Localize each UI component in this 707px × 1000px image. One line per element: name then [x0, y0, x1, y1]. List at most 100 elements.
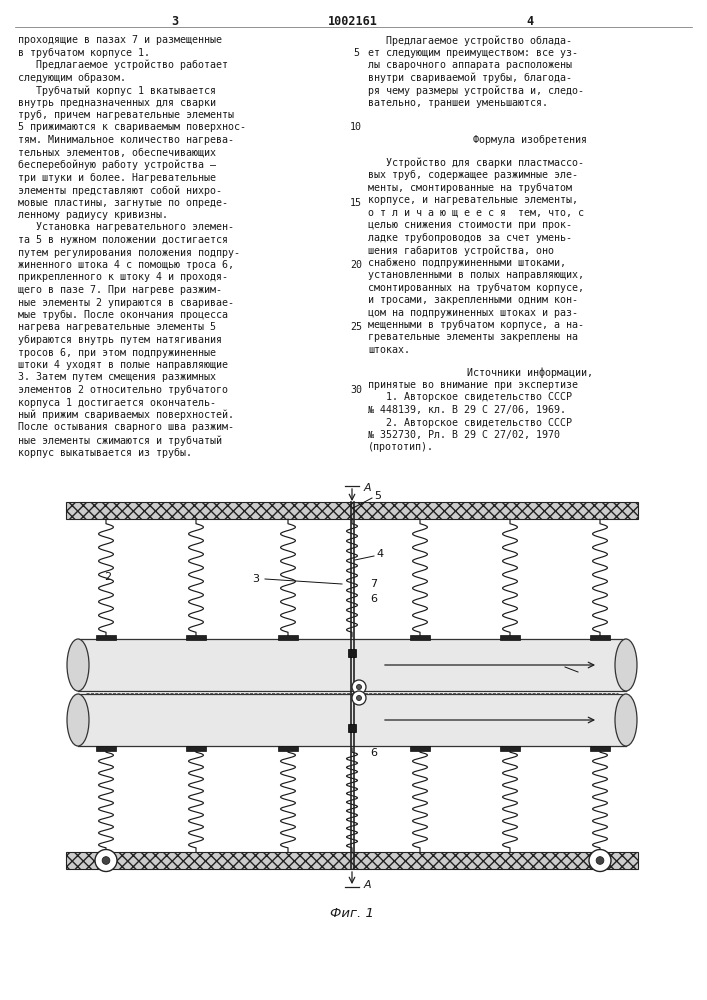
Text: 2: 2: [105, 572, 112, 582]
Text: внутри свариваемой трубы, благода-: внутри свариваемой трубы, благода-: [368, 73, 572, 83]
Bar: [96, 746, 116, 750]
Bar: [590, 635, 610, 640]
Text: A: A: [364, 880, 372, 890]
Text: 6: 6: [370, 594, 377, 604]
Text: мовые пластины, загнутые по опреде-: мовые пластины, загнутые по опреде-: [18, 198, 228, 208]
Text: тросов 6, при этом подпружиненные: тросов 6, при этом подпружиненные: [18, 348, 216, 358]
Text: смонтированных на трубчатом корпусе,: смонтированных на трубчатом корпусе,: [368, 282, 584, 293]
Text: тельных элементов, обеспечивающих: тельных элементов, обеспечивающих: [18, 147, 216, 157]
Text: 30: 30: [350, 385, 362, 395]
Ellipse shape: [615, 639, 637, 691]
Circle shape: [596, 857, 604, 864]
Text: следующим образом.: следующим образом.: [18, 73, 126, 83]
Bar: [500, 635, 520, 640]
Text: штоки 4 уходят в полые направляющие: штоки 4 уходят в полые направляющие: [18, 360, 228, 370]
Circle shape: [352, 680, 366, 694]
Text: прикрепленного к штоку 4 и проходя-: прикрепленного к штоку 4 и проходя-: [18, 272, 228, 282]
Text: менты, смонтированные на трубчатом: менты, смонтированные на трубчатом: [368, 182, 572, 193]
Text: принятые во внимание при экспертизе: принятые во внимание при экспертизе: [368, 380, 578, 390]
Text: та 5 в нужном положении достигается: та 5 в нужном положении достигается: [18, 235, 228, 245]
Text: лы сварочного аппарата расположены: лы сварочного аппарата расположены: [368, 60, 572, 70]
Circle shape: [102, 857, 110, 864]
Text: 4: 4: [527, 15, 534, 28]
Text: 15: 15: [350, 198, 362, 208]
Circle shape: [95, 850, 117, 871]
Text: 3. Затем путем смещения разжимных: 3. Затем путем смещения разжимных: [18, 372, 216, 382]
Bar: [590, 746, 610, 750]
Text: 25: 25: [350, 322, 362, 332]
Text: Источники информации,: Источники информации,: [467, 367, 593, 378]
Text: ные элементы 2 упираются в сваривае-: ные элементы 2 упираются в сваривае-: [18, 298, 234, 308]
Text: 6: 6: [370, 748, 377, 758]
Text: Предлагаемое устройство работает: Предлагаемое устройство работает: [18, 60, 228, 70]
Text: жиненного штока 4 с помощью троса 6,: жиненного штока 4 с помощью троса 6,: [18, 260, 234, 270]
Bar: [410, 746, 430, 750]
Text: 1002161: 1002161: [328, 15, 378, 28]
Text: Устройство для сварки пластмассо-: Устройство для сварки пластмассо-: [368, 157, 584, 168]
Text: 3: 3: [252, 574, 259, 584]
Text: тям. Минимальное количество нагрева-: тям. Минимальное количество нагрева-: [18, 135, 234, 145]
Bar: [278, 635, 298, 640]
Text: ный прижим свариваемых поверхностей.: ный прижим свариваемых поверхностей.: [18, 410, 234, 420]
Text: 5: 5: [353, 47, 359, 57]
Text: корпуса 1 достигается окончатель-: корпуса 1 достигается окончатель-: [18, 397, 216, 408]
Text: № 352730, Рл. В 29 С 27/02, 1970: № 352730, Рл. В 29 С 27/02, 1970: [368, 430, 560, 440]
Text: внутрь предназначенных для сварки: внутрь предназначенных для сварки: [18, 98, 216, 107]
Text: установленными в полых направляющих,: установленными в полых направляющих,: [368, 270, 584, 280]
Circle shape: [356, 696, 361, 700]
Text: штоках.: штоках.: [368, 345, 410, 355]
Text: ленному радиусу кривизны.: ленному радиусу кривизны.: [18, 210, 168, 220]
Text: (прототип).: (прототип).: [368, 442, 434, 452]
Bar: [96, 635, 116, 640]
Text: 5: 5: [374, 491, 381, 501]
Ellipse shape: [67, 639, 89, 691]
Text: проходящие в пазах 7 и размещенные: проходящие в пазах 7 и размещенные: [18, 35, 222, 45]
Text: 7: 7: [370, 579, 377, 589]
Text: 2. Авторское свидетельство СССР: 2. Авторское свидетельство СССР: [368, 418, 572, 428]
Text: о т л и ч а ю щ е е с я  тем, что, с: о т л и ч а ю щ е е с я тем, что, с: [368, 208, 584, 218]
Text: вательно, траншеи уменьшаются.: вательно, траншеи уменьшаются.: [368, 98, 548, 107]
Text: снабжено подпружиненными штоками,: снабжено подпружиненными штоками,: [368, 257, 566, 268]
Text: в трубчатом корпусе 1.: в трубчатом корпусе 1.: [18, 47, 150, 58]
Text: путем регулирования положения подпру-: путем регулирования положения подпру-: [18, 247, 240, 257]
Text: и тросами, закрепленными одним кон-: и тросами, закрепленными одним кон-: [368, 295, 578, 305]
Text: корпусе, и нагревательные элементы,: корпусе, и нагревательные элементы,: [368, 195, 578, 205]
Bar: [410, 635, 430, 640]
Text: Формула изобретения: Формула изобретения: [473, 135, 587, 145]
Text: вых труб, содержащее разжимные эле-: вых труб, содержащее разжимные эле-: [368, 170, 578, 180]
Text: 7: 7: [370, 733, 377, 743]
Bar: [278, 746, 298, 750]
Text: труб, причем нагревательные элементы: труб, причем нагревательные элементы: [18, 110, 234, 120]
Text: ные элементы сжимаются и трубчатый: ные элементы сжимаются и трубчатый: [18, 435, 222, 446]
Text: № 448139, кл. В 29 С 27/06, 1969.: № 448139, кл. В 29 С 27/06, 1969.: [368, 405, 566, 415]
Bar: [66, 852, 638, 869]
Text: целью снижения стоимости при прок-: целью снижения стоимости при прок-: [368, 220, 572, 230]
Text: 1. Авторское свидетельство СССР: 1. Авторское свидетельство СССР: [368, 392, 572, 402]
Text: 20: 20: [350, 260, 362, 270]
Ellipse shape: [615, 694, 637, 746]
Text: 3: 3: [171, 15, 179, 28]
Bar: [186, 635, 206, 640]
Bar: [348, 649, 356, 657]
Text: цом на подпружиненных штоках и раз-: цом на подпружиненных штоках и раз-: [368, 308, 578, 318]
Text: После остывания сварного шва разжим-: После остывания сварного шва разжим-: [18, 422, 234, 432]
Text: Предлагаемое устройство облада-: Предлагаемое устройство облада-: [368, 35, 572, 45]
Text: нагрева нагревательные элементы 5: нагрева нагревательные элементы 5: [18, 322, 216, 332]
Bar: [348, 724, 356, 732]
Circle shape: [589, 850, 611, 871]
Bar: [66, 502, 638, 519]
Circle shape: [356, 684, 361, 690]
Text: ладке трубопроводов за счет умень-: ладке трубопроводов за счет умень-: [368, 232, 572, 243]
Text: ет следующим преимуществом: все уз-: ет следующим преимуществом: все уз-: [368, 47, 578, 57]
Text: шения габаритов устройства, оно: шения габаритов устройства, оно: [368, 245, 554, 255]
Bar: [500, 746, 520, 750]
Text: три штуки и более. Нагревательные: три штуки и более. Нагревательные: [18, 172, 216, 183]
Ellipse shape: [67, 694, 89, 746]
Text: элементы представляют собой нихро-: элементы представляют собой нихро-: [18, 185, 222, 196]
Text: убираются внутрь путем натягивания: убираются внутрь путем натягивания: [18, 335, 222, 345]
Text: 5 прижимаются к свариваемым поверхнос-: 5 прижимаются к свариваемым поверхнос-: [18, 122, 246, 132]
Text: мещенными в трубчатом корпусе, а на-: мещенными в трубчатом корпусе, а на-: [368, 320, 584, 330]
Text: корпус выкатывается из трубы.: корпус выкатывается из трубы.: [18, 448, 192, 458]
Text: щего в пазе 7. При нагреве разжим-: щего в пазе 7. При нагреве разжим-: [18, 285, 222, 295]
Text: Трубчатый корпус 1 вкатывается: Трубчатый корпус 1 вкатывается: [18, 85, 216, 96]
